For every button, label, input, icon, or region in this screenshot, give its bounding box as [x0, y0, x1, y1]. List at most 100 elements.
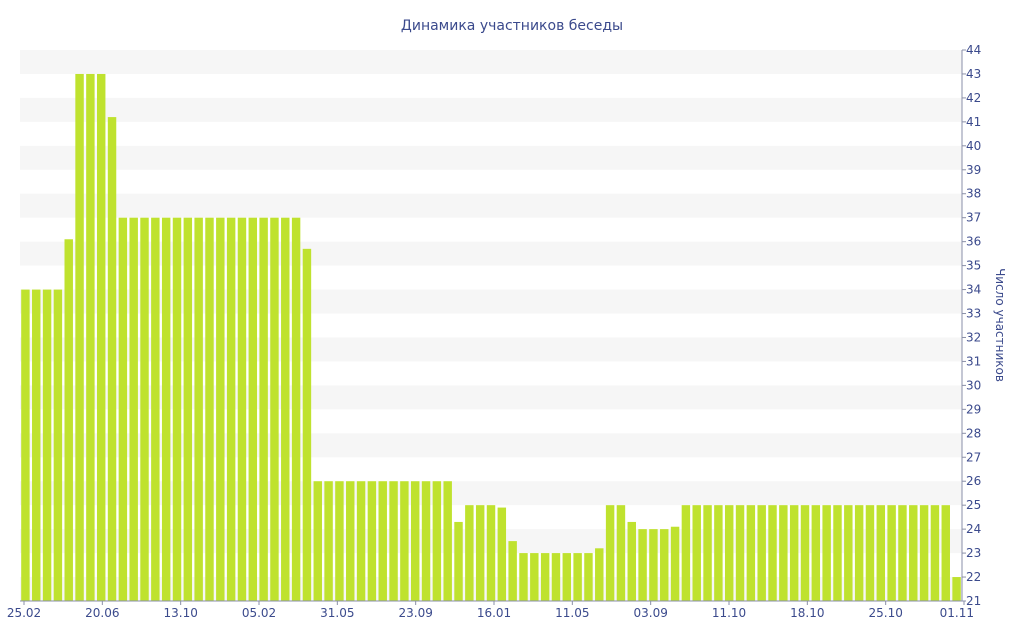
bar[interactable]	[281, 217, 290, 601]
bar[interactable]	[194, 217, 203, 601]
bar[interactable]	[151, 217, 160, 601]
bar[interactable]	[898, 505, 907, 601]
bar[interactable]	[670, 526, 680, 601]
bar[interactable]	[551, 553, 561, 601]
bar[interactable]	[96, 73, 106, 601]
bar[interactable]	[811, 505, 821, 601]
x-tick-label: 31.05	[320, 606, 354, 620]
bar[interactable]	[356, 481, 366, 601]
bar[interactable]	[649, 529, 658, 601]
bar[interactable]	[454, 521, 463, 601]
bar[interactable]	[703, 505, 712, 601]
bar[interactable]	[367, 481, 377, 601]
bar[interactable]	[421, 481, 431, 601]
bar[interactable]	[854, 505, 864, 601]
bar[interactable]	[735, 505, 745, 601]
bar[interactable]	[248, 217, 258, 601]
bar[interactable]	[161, 217, 171, 601]
bar[interactable]	[32, 289, 41, 601]
bar[interactable]	[389, 481, 398, 601]
bar[interactable]	[64, 239, 73, 601]
bar[interactable]	[205, 217, 214, 601]
y-tick-label: 41	[966, 115, 981, 129]
bar[interactable]	[346, 481, 355, 601]
y-tick-label: 23	[966, 546, 981, 560]
bar[interactable]	[746, 505, 756, 601]
bar[interactable]	[865, 505, 875, 601]
bar[interactable]	[692, 505, 701, 601]
x-tick-label: 11.05	[555, 606, 589, 620]
bar[interactable]	[714, 505, 723, 601]
bar[interactable]	[259, 217, 268, 601]
bar[interactable]	[118, 217, 128, 601]
bar[interactable]	[226, 217, 236, 601]
bar[interactable]	[508, 541, 517, 601]
bar[interactable]	[887, 505, 896, 601]
y-tick-label: 26	[966, 474, 981, 488]
bar[interactable]	[919, 505, 929, 601]
bar[interactable]	[941, 505, 950, 601]
bar[interactable]	[443, 481, 452, 601]
bar[interactable]	[53, 289, 63, 601]
bar[interactable]	[627, 521, 636, 601]
bar[interactable]	[172, 217, 182, 601]
bar[interactable]	[313, 481, 322, 601]
bar[interactable]	[724, 505, 734, 601]
bar[interactable]	[107, 117, 117, 601]
bar[interactable]	[86, 73, 95, 601]
bar[interactable]	[530, 553, 539, 601]
bar[interactable]	[129, 217, 138, 601]
bar[interactable]	[519, 553, 528, 601]
bar[interactable]	[789, 505, 799, 601]
bar[interactable]	[660, 529, 669, 601]
bar[interactable]	[930, 505, 940, 601]
bar[interactable]	[486, 505, 496, 601]
bar[interactable]	[540, 553, 550, 601]
bar[interactable]	[616, 505, 626, 601]
bar[interactable]	[822, 505, 831, 601]
y-tick-label: 43	[966, 67, 981, 81]
bar[interactable]	[681, 505, 691, 601]
bar[interactable]	[410, 481, 420, 601]
bar[interactable]	[140, 217, 149, 601]
y-tick-label: 44	[966, 43, 981, 57]
bar[interactable]	[833, 505, 842, 601]
bar[interactable]	[584, 553, 593, 601]
bar[interactable]	[237, 217, 247, 601]
bar[interactable]	[909, 505, 918, 601]
y-tick-label: 21	[966, 594, 981, 608]
bar[interactable]	[595, 548, 604, 601]
chart-title: Динамика участников беседы	[401, 18, 623, 34]
bar[interactable]	[378, 481, 387, 601]
bar[interactable]	[216, 217, 225, 601]
bar[interactable]	[42, 289, 52, 601]
x-tick-label: 23.09	[398, 606, 432, 620]
bar[interactable]	[605, 505, 615, 601]
bar[interactable]	[465, 505, 474, 601]
bar[interactable]	[475, 505, 485, 601]
bar[interactable]	[21, 289, 30, 601]
bar[interactable]	[335, 481, 344, 601]
bar[interactable]	[400, 481, 409, 601]
bar[interactable]	[75, 73, 84, 601]
bar[interactable]	[952, 577, 961, 601]
y-tick-label: 36	[966, 235, 981, 249]
bar[interactable]	[638, 529, 647, 601]
y-tick-label: 42	[966, 91, 981, 105]
bar[interactable]	[779, 505, 788, 601]
bar[interactable]	[768, 505, 777, 601]
bar[interactable]	[291, 217, 301, 601]
bar[interactable]	[270, 217, 279, 601]
bar[interactable]	[432, 481, 442, 601]
bar[interactable]	[497, 507, 507, 601]
bar[interactable]	[757, 505, 766, 601]
bar[interactable]	[573, 553, 582, 601]
bar[interactable]	[876, 505, 886, 601]
bar[interactable]	[800, 505, 810, 601]
bar[interactable]	[324, 481, 333, 601]
bar[interactable]	[183, 217, 193, 601]
bar[interactable]	[562, 553, 572, 601]
bar[interactable]	[302, 248, 312, 601]
bar[interactable]	[844, 505, 853, 601]
